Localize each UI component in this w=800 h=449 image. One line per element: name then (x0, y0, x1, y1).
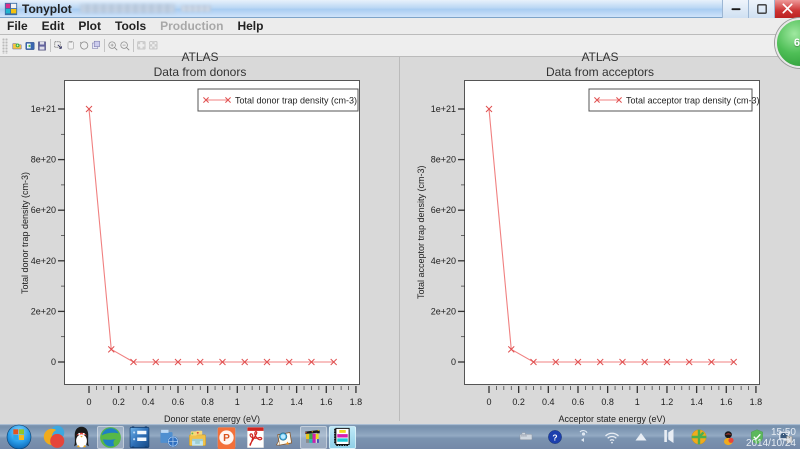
svg-text:1: 1 (235, 397, 240, 407)
svg-text:0.6: 0.6 (172, 397, 185, 407)
svg-text:1.8: 1.8 (750, 397, 763, 407)
svg-text:0.4: 0.4 (142, 397, 155, 407)
svg-text:4e+20: 4e+20 (431, 256, 456, 266)
svg-text:2e+20: 2e+20 (431, 306, 456, 316)
svg-text:6e+20: 6e+20 (31, 205, 56, 215)
svg-text:0: 0 (451, 357, 456, 367)
svg-text:0.2: 0.2 (512, 397, 525, 407)
svg-text:1.4: 1.4 (690, 397, 703, 407)
svg-text:1e+21: 1e+21 (31, 104, 56, 114)
svg-text:1.8: 1.8 (350, 397, 363, 407)
svg-text:8e+20: 8e+20 (431, 155, 456, 165)
svg-text:2e+20: 2e+20 (31, 306, 56, 316)
svg-text:4e+20: 4e+20 (31, 256, 56, 266)
svg-text:0.8: 0.8 (601, 397, 614, 407)
svg-text:8e+20: 8e+20 (31, 155, 56, 165)
svg-text:0.6: 0.6 (572, 397, 585, 407)
svg-text:Total donor trap density (cm-3: Total donor trap density (cm-3) (235, 95, 357, 105)
svg-text:?: ? (552, 432, 557, 442)
svg-text:1.4: 1.4 (290, 397, 303, 407)
svg-text:1.2: 1.2 (661, 397, 674, 407)
svg-text:1: 1 (635, 397, 640, 407)
svg-text:0: 0 (486, 397, 491, 407)
svg-text:1.2: 1.2 (261, 397, 274, 407)
svg-text:0.2: 0.2 (112, 397, 125, 407)
svg-text:1.6: 1.6 (720, 397, 733, 407)
svg-text:1.6: 1.6 (320, 397, 333, 407)
svg-text:0.4: 0.4 (542, 397, 555, 407)
svg-text:0: 0 (86, 397, 91, 407)
svg-text:P: P (223, 433, 230, 444)
svg-text:Total acceptor trap density (c: Total acceptor trap density (cm-3) (626, 95, 760, 105)
svg-text:6e+20: 6e+20 (431, 205, 456, 215)
svg-text:0: 0 (51, 357, 56, 367)
svg-text:0.8: 0.8 (201, 397, 214, 407)
svg-text:1e+21: 1e+21 (431, 104, 456, 114)
